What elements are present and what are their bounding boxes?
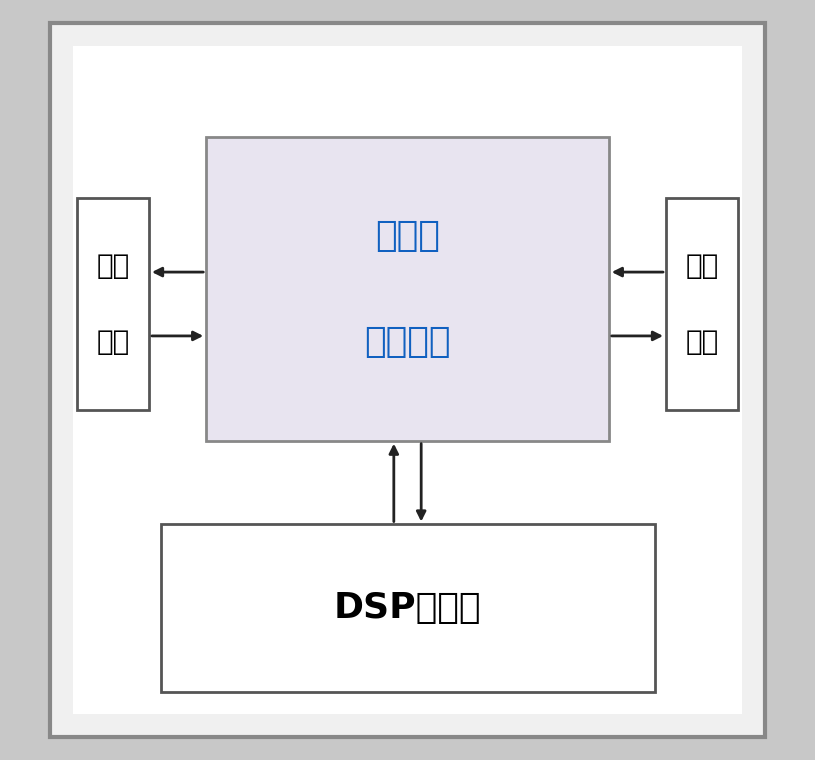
Text: 端口: 端口 xyxy=(685,328,719,356)
Bar xyxy=(666,198,738,410)
Text: 以太网: 以太网 xyxy=(375,219,440,252)
Text: 第二: 第二 xyxy=(685,252,719,280)
Bar xyxy=(77,198,149,410)
Bar xyxy=(73,46,742,714)
Text: DSP处理器: DSP处理器 xyxy=(334,591,481,625)
Bar xyxy=(206,137,609,441)
Bar xyxy=(161,524,654,692)
Text: 第一: 第一 xyxy=(96,252,130,280)
Text: 端口: 端口 xyxy=(96,328,130,356)
Text: 交换芯片: 交换芯片 xyxy=(364,325,451,359)
